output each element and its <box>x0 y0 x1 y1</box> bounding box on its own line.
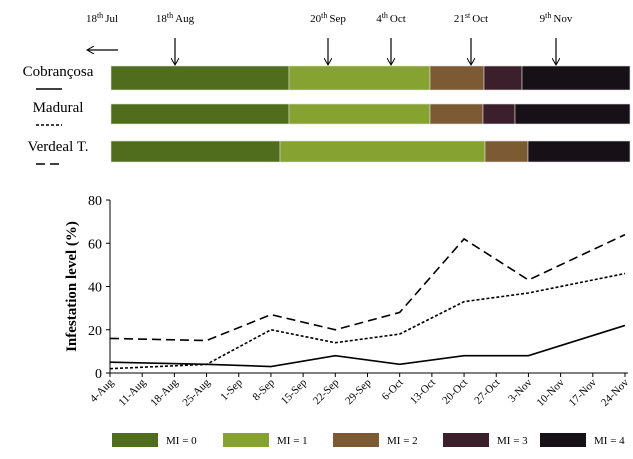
legend-label: MI = 2 <box>387 435 418 447</box>
legend-label: MI = 4 <box>594 435 625 447</box>
y-tick-label: 0 <box>95 367 102 382</box>
arrows <box>88 38 556 64</box>
x-tick-label: 11-Aug <box>116 376 148 408</box>
x-tick-label: 13-Oct <box>408 377 438 407</box>
x-tick-label: 6-Oct <box>380 377 406 403</box>
maturation-segment <box>430 66 484 90</box>
x-tick-label: 8-Sep <box>250 376 277 403</box>
maturation-segment <box>289 104 430 124</box>
legend-label: MI = 0 <box>166 435 197 447</box>
legend-swatch <box>540 433 586 447</box>
date-month: Nov <box>553 13 572 25</box>
x-tick-label: 27-Oct <box>472 377 502 407</box>
date-month: Oct <box>390 13 406 25</box>
x-tick-label: 24-Nov <box>599 376 632 409</box>
x-tick-label: 29-Sep <box>343 376 374 407</box>
x-tick-label: 3-Nov <box>506 376 535 405</box>
maturation-segment <box>485 141 528 162</box>
maturation-segment <box>515 104 630 124</box>
y-tick-label: 20 <box>88 324 102 339</box>
maturation-segment <box>528 141 630 162</box>
maturation-segment <box>484 66 522 90</box>
date-suffix: th <box>97 11 103 20</box>
legend-label: MI = 1 <box>277 435 308 447</box>
y-tick-label: 80 <box>88 194 102 209</box>
x-tick-label: 22-Sep <box>311 376 342 407</box>
maturation-segment <box>483 104 515 124</box>
date-month: Aug <box>175 13 194 25</box>
legend-swatch <box>112 433 158 447</box>
date-day: 18 <box>156 13 168 25</box>
legend-swatch <box>223 433 269 447</box>
legend-label: Madural <box>33 100 84 116</box>
x-tick-label: 25-Aug <box>180 376 213 409</box>
y-tick-label: 40 <box>88 281 102 296</box>
date-suffix: th <box>321 11 327 20</box>
date-day: 20 <box>310 13 322 25</box>
legend-label: Cobrançosa <box>23 64 94 80</box>
date-suffix: st <box>465 11 471 20</box>
series-line <box>110 325 625 366</box>
date-day: 18 <box>86 13 98 25</box>
figure: 18thJul18thAug20thSep4thOct21stOct9thNov… <box>0 0 633 454</box>
y-axis-title: Infestation level (%) <box>64 221 80 352</box>
maturation-segment <box>111 104 289 124</box>
date-day: 21 <box>454 13 465 25</box>
x-tick-label: 4-Aug <box>88 376 117 405</box>
date-month: Sep <box>329 13 346 25</box>
date-suffix: th <box>167 11 173 20</box>
x-tick-label: 17-Nov <box>567 376 600 409</box>
date-suffix: th <box>545 11 551 20</box>
date-suffix: th <box>382 11 388 20</box>
series-line <box>110 235 625 341</box>
legend-label: Verdeal T. <box>27 139 88 155</box>
maturation-segment <box>522 66 630 90</box>
x-tick-label: 1-Sep <box>218 376 245 403</box>
maturation-segment <box>280 141 485 162</box>
maturation-segment <box>289 66 430 90</box>
date-month: Oct <box>472 13 488 25</box>
maturation-segment <box>430 104 483 124</box>
maturation-bars <box>111 66 630 162</box>
legend-swatch <box>443 433 489 447</box>
maturation-segment <box>111 141 280 162</box>
x-tick-label: 20-Oct <box>440 377 470 407</box>
x-tick-label: 15-Sep <box>279 376 310 407</box>
date-month: Jul <box>105 13 118 25</box>
maturation-segment <box>111 66 289 90</box>
x-tick-label: 10-Nov <box>534 376 567 409</box>
y-tick-label: 60 <box>88 237 102 252</box>
legend-label: MI = 3 <box>497 435 528 447</box>
series-line <box>110 274 625 369</box>
legend-swatch <box>333 433 379 447</box>
x-tick-label: 18-Aug <box>148 376 181 409</box>
